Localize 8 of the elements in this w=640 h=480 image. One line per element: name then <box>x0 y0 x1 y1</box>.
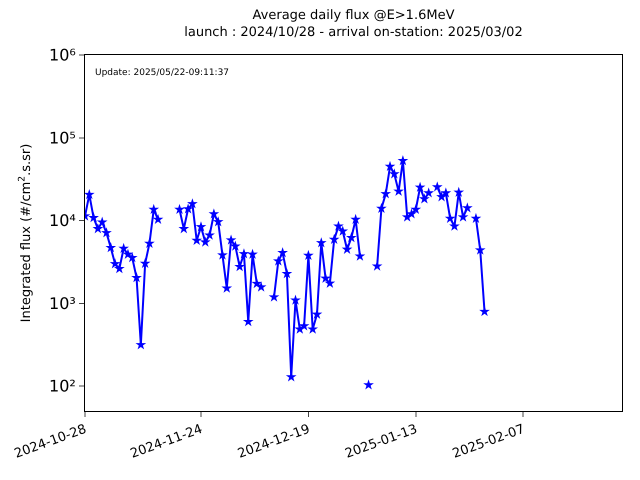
y-tick-label: 10⁴ <box>49 211 76 230</box>
y-tick-label: 10⁵ <box>49 128 76 148</box>
annotation: Update: 2025/05/22-09:11:37 <box>95 68 230 78</box>
y-tick-label: 10⁶ <box>49 46 76 65</box>
y-tick-label: 10² <box>49 376 76 396</box>
chart-title: Average daily flux @E>1.6MeV <box>252 8 455 24</box>
chart-subtitle: launch : 2024/10/28 - arrival on-station: 2025/03/02 <box>184 25 523 40</box>
y-tick-label: 10³ <box>49 294 76 313</box>
